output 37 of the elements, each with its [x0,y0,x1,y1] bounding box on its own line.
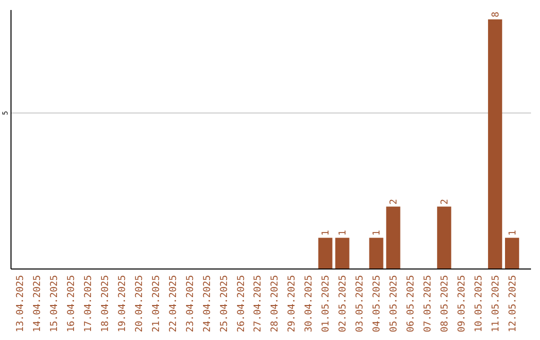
x-tick-label: 26.04.2025 [236,275,247,332]
x-tick-label: 27.04.2025 [252,275,264,332]
x-tick-label: 20.04.2025 [134,275,145,332]
x-tick-label: 19.04.2025 [116,275,128,332]
x-tick-label: 01.05.2025 [320,275,332,332]
data-label: 1 [507,230,518,236]
x-tick-label: 11.05.2025 [490,275,502,332]
x-tick-label: 03.05.2025 [354,275,366,332]
x-tick-label: 29.04.2025 [286,275,298,332]
x-tick-label: 04.05.2025 [372,275,383,332]
x-tick-label: 08.05.2025 [439,275,450,332]
x-tick-label: 07.05.2025 [422,275,434,332]
x-tick-label: 22.04.2025 [168,275,179,332]
data-label: 2 [388,198,400,205]
x-tick-label: 09.05.2025 [456,275,468,332]
x-tick-label: 14.04.2025 [32,275,44,332]
x-tick-label: 17.04.2025 [82,275,94,332]
x-tick-label: 24.04.2025 [202,275,213,332]
data-label: 1 [338,230,349,236]
x-tick-label: 06.05.2025 [406,275,417,332]
x-tick-label: 30.04.2025 [304,275,315,332]
x-tick-label: 16.04.2025 [66,275,77,332]
x-tick-label: 28.04.2025 [270,275,281,332]
x-tick-label: 18.04.2025 [100,275,111,332]
x-tick-label: 12.05.2025 [507,275,518,332]
x-tick-label: 25.04.2025 [218,275,230,332]
x-tick-label: 13.04.2025 [15,275,26,332]
x-tick-label: 23.04.2025 [184,275,196,332]
data-label: 2 [439,198,450,205]
x-tick-label: 15.04.2025 [49,275,60,332]
data-label: 1 [372,230,383,236]
x-tick-label: 02.05.2025 [338,275,349,332]
x-tick-label: 05.05.2025 [388,275,400,332]
data-label: 8 [490,11,502,18]
x-tick-label: 21.04.2025 [150,275,162,332]
x-tick-label: 10.05.2025 [473,275,484,332]
data-label: 1 [320,230,332,236]
